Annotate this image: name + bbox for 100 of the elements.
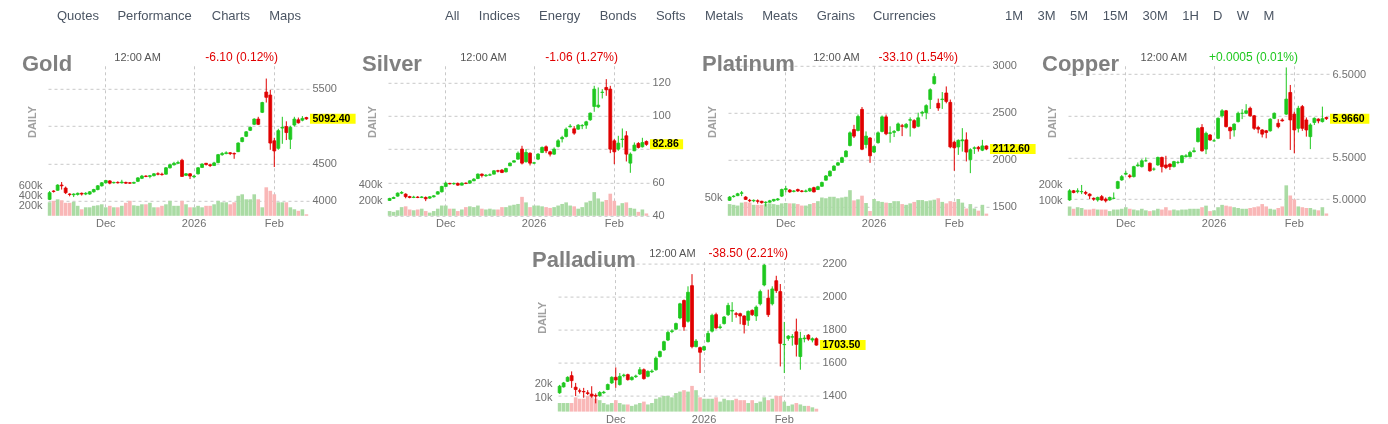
bar <box>714 397 718 412</box>
bar <box>95 205 100 216</box>
bar <box>605 404 610 412</box>
bar <box>492 209 496 216</box>
bar <box>228 204 232 216</box>
bar <box>868 211 872 216</box>
bar <box>1152 210 1156 216</box>
text: DAILY <box>366 105 378 139</box>
bar <box>176 205 180 216</box>
bar <box>924 201 929 216</box>
bar <box>1115 209 1120 216</box>
bar <box>626 404 630 412</box>
y-tick-label: 2200 <box>822 256 847 269</box>
candlestick <box>884 114 888 136</box>
text: -1.06 (1.27%) <box>545 49 618 64</box>
candlestick <box>620 127 625 148</box>
bar <box>128 200 132 216</box>
bar <box>642 401 646 412</box>
text: -33.10 (1.54%) <box>878 49 958 64</box>
text: W <box>1236 8 1250 23</box>
chart-title: Palladium <box>532 246 636 272</box>
bar <box>208 205 212 216</box>
bar <box>468 206 472 216</box>
text: 1H <box>1182 8 1199 23</box>
bar <box>520 196 524 216</box>
bar <box>1111 209 1116 216</box>
x-tick-label: 2026 <box>1201 217 1227 230</box>
text: 5092.40 <box>312 111 351 124</box>
bar <box>252 194 257 216</box>
bar <box>452 208 456 216</box>
text: Softs <box>655 8 687 23</box>
bar <box>872 198 876 216</box>
bar <box>848 190 852 216</box>
bar <box>758 401 763 412</box>
candlestick <box>698 346 702 374</box>
candlestick <box>1308 122 1313 150</box>
bar <box>1132 209 1136 216</box>
text: 1703.50 <box>822 338 861 351</box>
bar <box>814 408 819 412</box>
candlestick <box>868 136 872 164</box>
bar <box>1276 207 1281 216</box>
bar <box>771 204 776 216</box>
bar <box>1232 207 1236 216</box>
bar <box>224 202 228 216</box>
bar <box>192 207 196 216</box>
bar <box>180 200 184 216</box>
bar <box>884 202 888 216</box>
bar <box>600 201 605 216</box>
candlestick <box>730 301 734 323</box>
bar <box>144 204 148 216</box>
bar <box>516 203 520 216</box>
bar <box>240 194 244 216</box>
y-tick-label: 4500 <box>312 156 337 169</box>
bar <box>798 404 803 412</box>
x-tick-label: Dec <box>436 217 457 230</box>
bar <box>460 209 464 216</box>
text: Currencies <box>872 8 937 23</box>
bar <box>912 201 916 216</box>
bar <box>864 203 868 216</box>
candlestick <box>1244 103 1248 115</box>
bar <box>1228 206 1232 216</box>
bar <box>496 209 500 216</box>
y-tick-label: 1800 <box>822 322 847 335</box>
bar <box>435 208 440 216</box>
bar <box>544 207 548 216</box>
candlestick <box>1164 155 1168 170</box>
bar <box>640 209 645 216</box>
bar <box>787 203 792 216</box>
text: 12:00 AM <box>460 50 507 63</box>
candlestick <box>1192 146 1196 153</box>
bar <box>272 194 277 216</box>
y-tick-label: 1400 <box>822 388 847 401</box>
bar <box>698 397 702 412</box>
bar <box>152 207 156 216</box>
bar <box>1140 208 1144 216</box>
candlestick <box>592 85 597 113</box>
bar <box>609 403 614 412</box>
bar <box>212 204 216 216</box>
bar <box>630 405 634 412</box>
bar <box>601 403 606 412</box>
y-tick-label: 5.0000 <box>1332 192 1367 205</box>
bar <box>592 192 597 216</box>
bar <box>770 398 775 412</box>
bar <box>644 213 649 216</box>
bar <box>608 193 613 216</box>
bar <box>120 205 124 216</box>
text: 12:00 AM <box>114 50 161 63</box>
candlestick <box>734 311 738 319</box>
bar <box>504 207 508 216</box>
candlestick <box>280 116 285 145</box>
bar <box>1288 195 1293 216</box>
y2-tick-label: 200k <box>358 193 383 206</box>
bar <box>856 199 860 216</box>
bar <box>964 208 969 216</box>
x-tick-label: 2026 <box>181 217 207 230</box>
candlestick <box>1204 131 1208 155</box>
candlestick <box>908 116 912 138</box>
y-tick-label: 5500 <box>312 81 337 94</box>
candlestick <box>172 161 176 167</box>
bar <box>407 209 412 216</box>
